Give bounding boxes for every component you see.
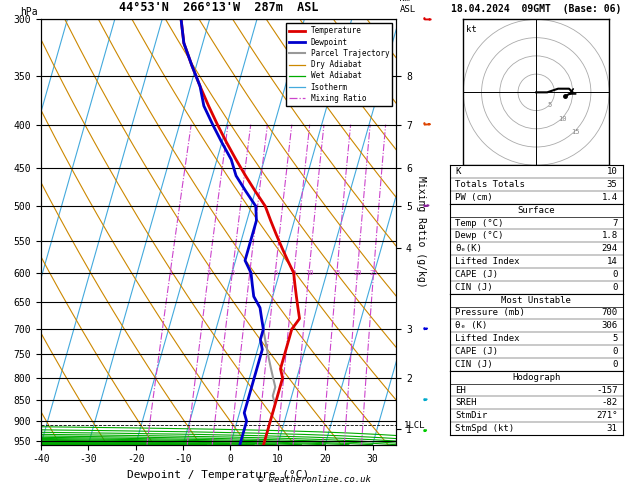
Text: 5: 5 <box>547 103 552 108</box>
Text: 14: 14 <box>607 257 618 266</box>
Text: 0: 0 <box>612 347 618 356</box>
Text: 4: 4 <box>248 270 252 276</box>
Text: 15: 15 <box>571 129 580 135</box>
Text: 35: 35 <box>607 180 618 189</box>
Text: Most Unstable: Most Unstable <box>501 295 571 305</box>
Text: CIN (J): CIN (J) <box>455 283 493 292</box>
Text: StmDir: StmDir <box>455 411 487 420</box>
Text: 1: 1 <box>168 270 172 276</box>
Text: km
ASL: km ASL <box>399 0 416 14</box>
Text: •: • <box>422 396 427 405</box>
Text: Surface: Surface <box>518 206 555 215</box>
Text: Hodograph: Hodograph <box>512 373 560 382</box>
Text: 2: 2 <box>206 270 211 276</box>
Text: 10: 10 <box>607 167 618 176</box>
Text: 1.4: 1.4 <box>601 193 618 202</box>
Text: Lifted Index: Lifted Index <box>455 257 520 266</box>
Text: θₑ (K): θₑ (K) <box>455 321 487 330</box>
Text: 700: 700 <box>601 309 618 317</box>
Text: •: • <box>422 325 427 334</box>
Text: 0: 0 <box>612 360 618 369</box>
Text: PW (cm): PW (cm) <box>455 193 493 202</box>
Text: 44°53'N  266°13'W  287m  ASL: 44°53'N 266°13'W 287m ASL <box>119 0 318 14</box>
Text: 18.04.2024  09GMT  (Base: 06): 18.04.2024 09GMT (Base: 06) <box>451 3 621 14</box>
Text: CAPE (J): CAPE (J) <box>455 270 498 279</box>
Text: 294: 294 <box>601 244 618 253</box>
Text: Totals Totals: Totals Totals <box>455 180 525 189</box>
X-axis label: Dewpoint / Temperature (°C): Dewpoint / Temperature (°C) <box>128 470 309 480</box>
Text: Pressure (mb): Pressure (mb) <box>455 309 525 317</box>
Text: 31: 31 <box>607 424 618 433</box>
Text: 20: 20 <box>353 270 362 276</box>
Text: 15: 15 <box>333 270 341 276</box>
Text: Temp (°C): Temp (°C) <box>455 219 503 227</box>
Text: -157: -157 <box>596 385 618 395</box>
Text: hPa: hPa <box>20 7 38 17</box>
Text: kt: kt <box>466 25 477 35</box>
Text: -82: -82 <box>601 399 618 407</box>
Legend: Temperature, Dewpoint, Parcel Trajectory, Dry Adiabat, Wet Adiabat, Isotherm, Mi: Temperature, Dewpoint, Parcel Trajectory… <box>286 23 392 106</box>
Text: 3: 3 <box>230 270 235 276</box>
Text: 10: 10 <box>558 116 567 122</box>
Text: •: • <box>422 120 427 129</box>
Text: CAPE (J): CAPE (J) <box>455 347 498 356</box>
Text: © weatheronline.co.uk: © weatheronline.co.uk <box>258 474 371 484</box>
Text: 25: 25 <box>369 270 378 276</box>
Text: 0: 0 <box>612 270 618 279</box>
Y-axis label: Mixing Ratio (g/kg): Mixing Ratio (g/kg) <box>416 176 426 288</box>
Text: 306: 306 <box>601 321 618 330</box>
Text: θₑ(K): θₑ(K) <box>455 244 482 253</box>
Text: 0: 0 <box>612 283 618 292</box>
Text: 1.8: 1.8 <box>601 231 618 241</box>
Text: 7: 7 <box>612 219 618 227</box>
Text: 271°: 271° <box>596 411 618 420</box>
Text: 6: 6 <box>273 270 277 276</box>
Text: SREH: SREH <box>455 399 476 407</box>
Text: 5: 5 <box>612 334 618 343</box>
Text: Dewp (°C): Dewp (°C) <box>455 231 503 241</box>
Text: 8: 8 <box>292 270 296 276</box>
Text: 1LCL: 1LCL <box>403 421 425 430</box>
Text: K: K <box>455 167 460 176</box>
Text: 10: 10 <box>304 270 313 276</box>
Text: •: • <box>422 15 427 24</box>
Text: Lifted Index: Lifted Index <box>455 334 520 343</box>
Text: EH: EH <box>455 385 465 395</box>
Text: •: • <box>422 427 427 435</box>
Text: CIN (J): CIN (J) <box>455 360 493 369</box>
Text: StmSpd (kt): StmSpd (kt) <box>455 424 514 433</box>
Text: •: • <box>422 202 427 211</box>
